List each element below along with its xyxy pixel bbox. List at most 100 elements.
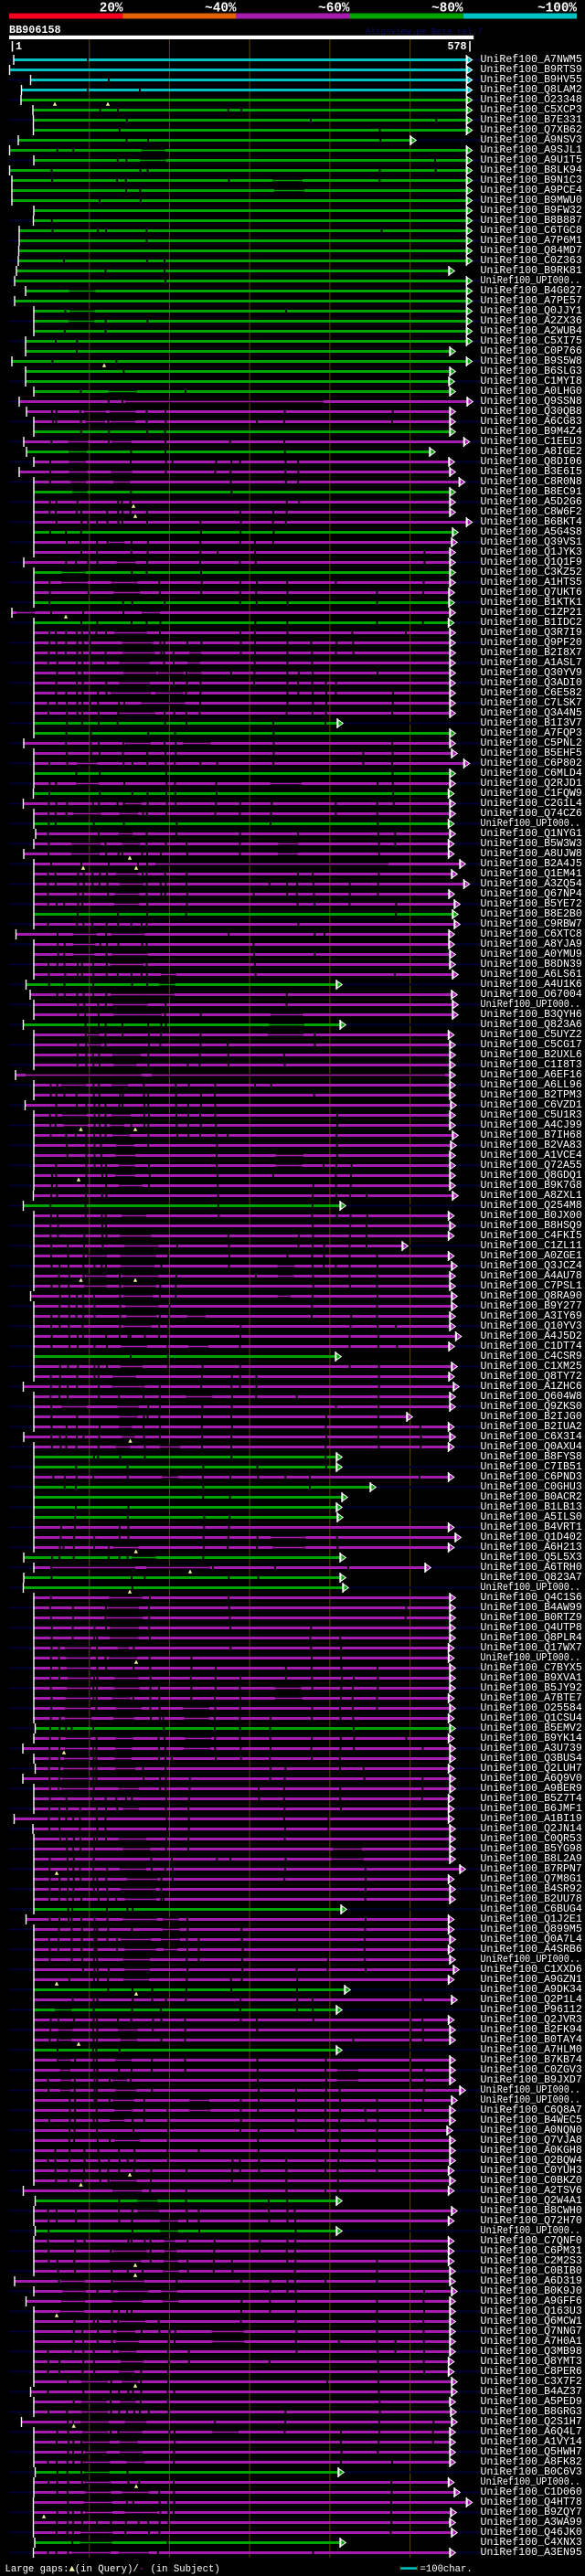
svg-text:UniRef100_B2IJG0: UniRef100_B2IJG0 — [481, 1411, 582, 1423]
svg-text:UniRef100_A1BI19: UniRef100_A1BI19 — [481, 1813, 582, 1825]
svg-text:UniRef100_C6PM31: UniRef100_C6PM31 — [481, 2245, 582, 2257]
svg-text:UniRef100_C1D060: UniRef100_C1D060 — [481, 2486, 582, 2498]
svg-text:UniRef100_B5JY92: UniRef100_B5JY92 — [481, 1682, 582, 1694]
svg-text:UniRef100_Q1CSU4: UniRef100_Q1CSU4 — [481, 1712, 582, 1724]
svg-text:UniRef100_UPI000..: UniRef100_UPI000.. — [481, 2225, 581, 2237]
svg-text:UniRef100_A1ZHC6: UniRef100_A1ZHC6 — [481, 1381, 582, 1393]
svg-text:UniRef100_B7E331: UniRef100_B7E331 — [481, 114, 582, 126]
svg-text:UniRef100_B9RK81: UniRef100_B9RK81 — [481, 265, 582, 277]
svg-text:UniRef100_Q8RA90: UniRef100_Q8RA90 — [481, 1290, 582, 1302]
svg-text:UniRef100_A0YMU9: UniRef100_A0YMU9 — [481, 949, 582, 960]
svg-text:UniRef100_B8DN39: UniRef100_B8DN39 — [481, 959, 582, 970]
svg-text:UniRef100_C4CSR9: UniRef100_C4CSR9 — [481, 1351, 582, 1362]
svg-text:UniRef100_Q3BUS4: UniRef100_Q3BUS4 — [481, 1753, 582, 1765]
svg-text:UniRef100_Q8GDQ1: UniRef100_Q8GDQ1 — [481, 1170, 582, 1182]
svg-text:UniRef100_A8FK82: UniRef100_A8FK82 — [481, 2456, 582, 2468]
svg-text:UniRef100_A6CG83: UniRef100_A6CG83 — [481, 416, 582, 428]
svg-text:UniRef100_A6Q9V0: UniRef100_A6Q9V0 — [481, 1773, 582, 1785]
svg-text:UniRef100_A8YJA9: UniRef100_A8YJA9 — [481, 938, 582, 950]
svg-text:UniRef100_B9Y277: UniRef100_B9Y277 — [481, 1300, 582, 1312]
svg-text:UniRef100_A9GZN1: UniRef100_A9GZN1 — [481, 1974, 582, 1986]
svg-text:UniRef100_A0ZGE1: UniRef100_A0ZGE1 — [481, 1250, 582, 1262]
svg-text:UniRef100_Q30YV9: UniRef100_Q30YV9 — [481, 667, 582, 679]
svg-text:UniRef100_C0YUH3: UniRef100_C0YUH3 — [481, 2165, 582, 2177]
svg-text:UniRef100_B4AZ37: UniRef100_B4AZ37 — [481, 2386, 582, 2398]
svg-text:UniRef100_A6Q4L7: UniRef100_A6Q4L7 — [481, 2426, 582, 2438]
svg-text:UniRef100_C6VZD1: UniRef100_C6VZD1 — [481, 1099, 582, 1111]
svg-text:UniRef100_B8FYS8: UniRef100_B8FYS8 — [481, 1451, 582, 1463]
svg-text:UniRef100_Q254M8: UniRef100_Q254M8 — [481, 1200, 582, 1212]
svg-text:UniRef100_B5EMV2: UniRef100_B5EMV2 — [481, 1723, 582, 1734]
svg-text:UniRef100_UPI000..: UniRef100_UPI000.. — [481, 999, 581, 1011]
svg-text:UniRef100_Q2LUH7: UniRef100_Q2LUH7 — [481, 1763, 582, 1775]
svg-text:UniRef100_B2FK94: UniRef100_B2FK94 — [481, 2024, 582, 2036]
svg-text:UniRef100_C1ZP21: UniRef100_C1ZP21 — [481, 607, 582, 619]
svg-text:UniRef100_B9S5W8: UniRef100_B9S5W8 — [481, 355, 582, 367]
svg-text:UniRef100_Q17WX7: UniRef100_Q17WX7 — [481, 1642, 582, 1654]
svg-text:UniRef100_Q8DI06: UniRef100_Q8DI06 — [481, 456, 582, 468]
svg-text:UniRef100_A1VCE4: UniRef100_A1VCE4 — [481, 1150, 582, 1161]
svg-text:UniRef100_A7NWM5: UniRef100_A7NWM5 — [481, 54, 582, 66]
svg-text:UniRef100_C2M2S3: UniRef100_C2M2S3 — [481, 2255, 582, 2267]
svg-text:UniRef100_C3X7F2: UniRef100_C3X7F2 — [481, 2376, 582, 2388]
svg-text:UniRef100_Q4HT78: UniRef100_Q4HT78 — [481, 2496, 582, 2508]
svg-text:~60%: ~60% — [318, 2, 350, 16]
svg-text:UniRef100_A9GFF6: UniRef100_A9GFF6 — [481, 2295, 582, 2307]
svg-text:UniRef100_A0LHG0: UniRef100_A0LHG0 — [481, 386, 582, 398]
svg-text:UniRef100_UPI000..: UniRef100_UPI000.. — [481, 1954, 581, 1966]
svg-text:UniRef100_Q823A7: UniRef100_Q823A7 — [481, 1572, 582, 1584]
svg-text:UniRef100_C8PER6: UniRef100_C8PER6 — [481, 2366, 582, 2378]
svg-text:UniRef100_B9FW32: UniRef100_B9FW32 — [481, 205, 582, 217]
svg-text:UniRef100_B9K7G8: UniRef100_B9K7G8 — [481, 1180, 582, 1192]
svg-text:UniRef100_A9DK34: UniRef100_A9DK34 — [481, 1984, 582, 1996]
svg-text:UniRef100_B8GRG3: UniRef100_B8GRG3 — [481, 2406, 582, 2418]
svg-text:UniRef100_C1EEU3: UniRef100_C1EEU3 — [481, 436, 582, 448]
svg-text:UniRef100_A6D319: UniRef100_A6D319 — [481, 2275, 582, 2287]
svg-text:UniRef100_C5UYZ2: UniRef100_C5UYZ2 — [481, 1029, 582, 1041]
svg-text:UniRef100_UPI000..: UniRef100_UPI000.. — [481, 2094, 581, 2106]
svg-text:UniRef100_Q1Q1F9: UniRef100_Q1Q1F9 — [481, 557, 582, 568]
svg-text:UniRef100_B8LK94: UniRef100_B8LK94 — [481, 164, 582, 176]
svg-text:UniRef100_A3WA99: UniRef100_A3WA99 — [481, 2517, 582, 2528]
svg-text:UniRef100_C6X3I4: UniRef100_C6X3I4 — [481, 1431, 582, 1443]
svg-text:UniRef100_C1I8T3: UniRef100_C1I8T3 — [481, 1059, 582, 1071]
svg-text:UniRef100_A7BTE7: UniRef100_A7BTE7 — [481, 1692, 582, 1704]
svg-text:UniRef100_B5YG98: UniRef100_B5YG98 — [481, 1843, 582, 1855]
svg-text:UniRef100_Q7UKT6: UniRef100_Q7UKT6 — [481, 587, 582, 599]
svg-text:UniRef100_A4CJ99: UniRef100_A4CJ99 — [481, 1119, 582, 1131]
svg-text:UniRef100_C0GHU3: UniRef100_C0GHU3 — [481, 1481, 582, 1493]
svg-text:UniRef100_Q3A4N5: UniRef100_Q3A4N5 — [481, 707, 582, 719]
svg-text:UniRef100_C1ZL11: UniRef100_C1ZL11 — [481, 1240, 582, 1252]
svg-text:UniRef100_C5XCP3: UniRef100_C5XCP3 — [481, 104, 582, 116]
svg-text:UniRef100_A1HTS5: UniRef100_A1HTS5 — [481, 577, 582, 588]
svg-text:UniRef100_UPI000..: UniRef100_UPI000.. — [481, 2084, 581, 2096]
svg-text:UniRef100_B4VRT1: UniRef100_B4VRT1 — [481, 1521, 582, 1533]
svg-text:UniRef100_A1VY14: UniRef100_A1VY14 — [481, 2436, 582, 2448]
svg-text:UniRef100_Q84MD7: UniRef100_Q84MD7 — [481, 245, 582, 257]
svg-text:UniRef100_A9SJL1: UniRef100_A9SJL1 — [481, 144, 582, 156]
svg-text:UniRef100_Q7M8G1: UniRef100_Q7M8G1 — [481, 1873, 582, 1885]
svg-text:UniRef100_C6MLD4: UniRef100_C6MLD4 — [481, 768, 582, 779]
svg-text:UniRef100_B2VA83: UniRef100_B2VA83 — [481, 1140, 582, 1151]
svg-text:UniRef100_B5EHF5: UniRef100_B5EHF5 — [481, 747, 582, 759]
svg-text:UniRef100_Q72H70: UniRef100_Q72H70 — [481, 2215, 582, 2227]
svg-text:UniRef100_B5YE72: UniRef100_B5YE72 — [481, 898, 582, 910]
svg-text:UniRef100_B0ACR2: UniRef100_B0ACR2 — [481, 1491, 582, 1503]
svg-text:UniRef100_C1FQW9: UniRef100_C1FQW9 — [481, 788, 582, 800]
svg-text:UniRef100_A4J5D2: UniRef100_A4J5D2 — [481, 1330, 582, 1342]
svg-text:UniRef100_Q5L5X3: UniRef100_Q5L5X3 — [481, 1552, 582, 1564]
svg-text:UniRef100_B9RTS9: UniRef100_B9RTS9 — [481, 64, 582, 76]
svg-text:UniRef100_A6LL96: UniRef100_A6LL96 — [481, 1079, 582, 1091]
svg-text:UniRef100_A6LS61: UniRef100_A6LS61 — [481, 969, 582, 981]
svg-text:UniRef100_C5U1R3: UniRef100_C5U1R3 — [481, 1109, 582, 1121]
svg-text:UniRef100_Q2P1L4: UniRef100_Q2P1L4 — [481, 1994, 582, 2006]
svg-text:UniRef100_B3E6I5: UniRef100_B3E6I5 — [481, 466, 582, 478]
svg-text:UniRef100_B9ZQY7: UniRef100_B9ZQY7 — [481, 2507, 582, 2518]
svg-text:UniRef100_B2I8X7: UniRef100_B2I8X7 — [481, 647, 582, 659]
svg-text:UniRef100_Q1EM41: UniRef100_Q1EM41 — [481, 868, 582, 880]
svg-text:UniRef100_Q3JCZ4: UniRef100_Q3JCZ4 — [481, 1260, 582, 1272]
svg-text:~80%: ~80% — [431, 2, 463, 16]
svg-text:UniRef100_Q1J2E1: UniRef100_Q1J2E1 — [481, 1913, 582, 1925]
svg-text:UniRef100_Q9PF20: UniRef100_Q9PF20 — [481, 637, 582, 649]
svg-text:UniRef100_A9NSV3: UniRef100_A9NSV3 — [481, 134, 582, 146]
